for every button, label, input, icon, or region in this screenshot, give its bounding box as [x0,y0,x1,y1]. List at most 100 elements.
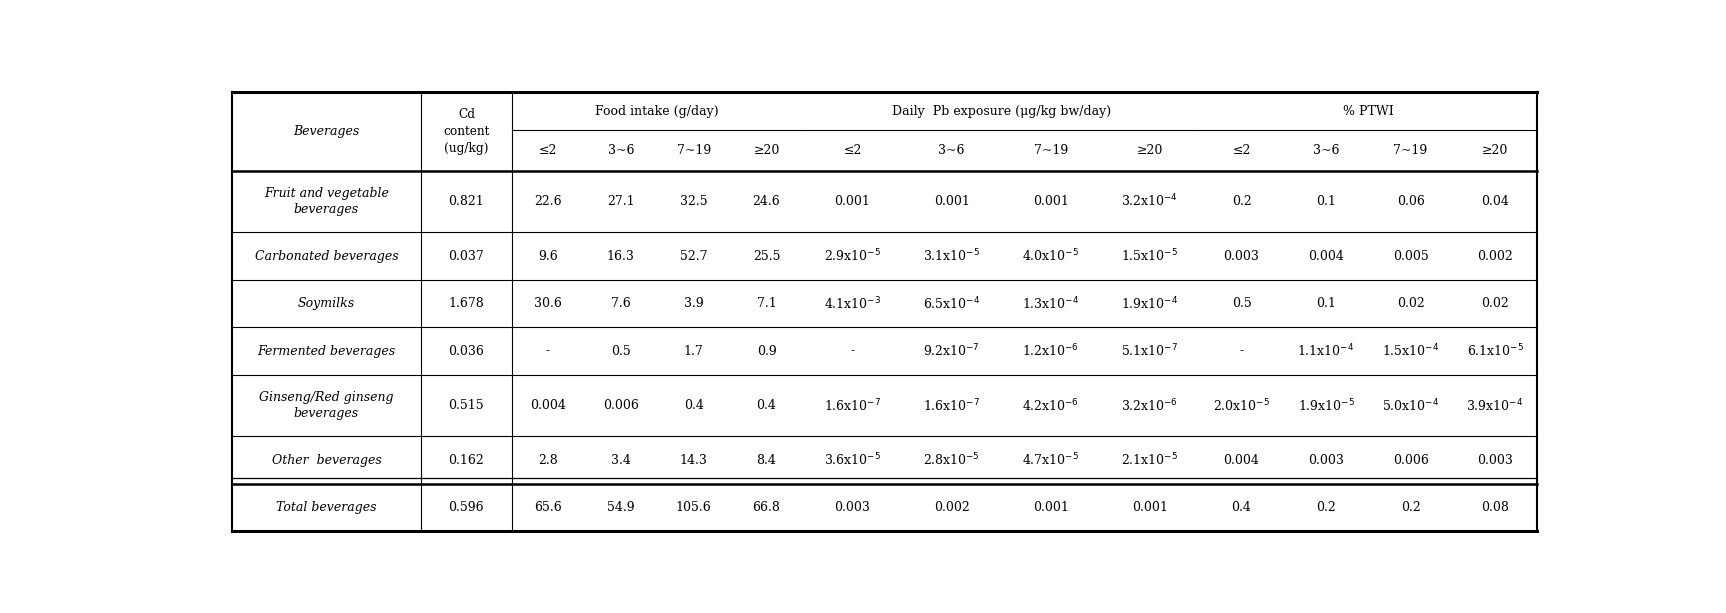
Text: 0.036: 0.036 [449,345,485,357]
Text: 2.0x10$^{-5}$: 2.0x10$^{-5}$ [1213,397,1270,414]
Text: 1.6x10$^{-7}$: 1.6x10$^{-7}$ [823,397,880,414]
Text: 105.6: 105.6 [677,501,711,514]
Text: 66.8: 66.8 [753,501,780,514]
Text: 0.037: 0.037 [449,249,485,262]
Text: ≥20: ≥20 [753,144,780,157]
Text: 3.9: 3.9 [683,297,704,310]
Text: 3.1x10$^{-5}$: 3.1x10$^{-5}$ [923,248,980,264]
Text: 3~6: 3~6 [1313,144,1339,157]
Text: 0.003: 0.003 [1224,249,1260,262]
Text: ≥20: ≥20 [1137,144,1163,157]
Text: 9.2x10$^{-7}$: 9.2x10$^{-7}$ [923,343,980,359]
Text: 65.6: 65.6 [533,501,563,514]
Text: 0.4: 0.4 [1232,501,1251,514]
Text: 1.7: 1.7 [683,345,704,357]
Text: 0.04: 0.04 [1481,195,1509,208]
Text: Carbonated beverages: Carbonated beverages [255,249,399,262]
Text: 3~6: 3~6 [939,144,965,157]
Text: 0.003: 0.003 [835,501,870,514]
Text: Other  beverages: Other beverages [271,454,381,466]
Text: 0.004: 0.004 [1308,249,1345,262]
Text: Food intake (g/day): Food intake (g/day) [595,105,720,118]
Text: 0.002: 0.002 [1477,249,1514,262]
Text: 2.1x10$^{-5}$: 2.1x10$^{-5}$ [1122,452,1179,468]
Text: -: - [851,345,854,357]
Text: 0.821: 0.821 [449,195,485,208]
Text: 1.9x10$^{-4}$: 1.9x10$^{-4}$ [1122,295,1179,312]
Text: Ginseng/Red ginseng
beverages: Ginseng/Red ginseng beverages [259,391,394,421]
Text: 0.02: 0.02 [1481,297,1509,310]
Text: 0.003: 0.003 [1477,454,1514,466]
Text: 6.1x10$^{-5}$: 6.1x10$^{-5}$ [1467,343,1524,359]
Text: 5.0x10$^{-4}$: 5.0x10$^{-4}$ [1383,397,1439,414]
Text: 54.9: 54.9 [608,501,635,514]
Text: 7~19: 7~19 [1393,144,1427,157]
Text: 0.1: 0.1 [1317,195,1336,208]
Text: 3~6: 3~6 [608,144,633,157]
Text: 1.5x10$^{-4}$: 1.5x10$^{-4}$ [1383,343,1439,359]
Text: 0.001: 0.001 [1032,195,1068,208]
Text: 25.5: 25.5 [753,249,780,262]
Text: 0.001: 0.001 [835,195,870,208]
Text: 0.2: 0.2 [1232,195,1251,208]
Text: 0.515: 0.515 [449,399,485,412]
Text: 0.06: 0.06 [1396,195,1424,208]
Text: 0.596: 0.596 [449,501,485,514]
Text: 0.5: 0.5 [1232,297,1251,310]
Text: 14.3: 14.3 [680,454,708,466]
Text: 0.003: 0.003 [1308,454,1345,466]
Text: 7.6: 7.6 [611,297,630,310]
Text: ≤2: ≤2 [539,144,557,157]
Text: 1.2x10$^{-6}$: 1.2x10$^{-6}$ [1022,343,1079,359]
Text: 7~19: 7~19 [677,144,711,157]
Text: ≤2: ≤2 [1232,144,1251,157]
Text: 0.002: 0.002 [934,501,970,514]
Text: 1.3x10$^{-4}$: 1.3x10$^{-4}$ [1022,295,1079,312]
Text: 7.1: 7.1 [756,297,777,310]
Text: 0.004: 0.004 [1224,454,1260,466]
Text: 1.678: 1.678 [449,297,485,310]
Text: Soymilks: Soymilks [299,297,356,310]
Text: 30.6: 30.6 [533,297,563,310]
Text: 5.1x10$^{-7}$: 5.1x10$^{-7}$ [1122,343,1179,359]
Text: % PTWI: % PTWI [1343,105,1393,118]
Text: Daily  Pb exposure (μg/kg bw/day): Daily Pb exposure (μg/kg bw/day) [892,105,1112,118]
Text: 4.2x10$^{-6}$: 4.2x10$^{-6}$ [1022,397,1079,414]
Text: 4.7x10$^{-5}$: 4.7x10$^{-5}$ [1022,452,1079,468]
Text: 0.02: 0.02 [1396,297,1424,310]
Text: 0.162: 0.162 [449,454,485,466]
Text: 0.4: 0.4 [683,399,704,412]
Text: 1.5x10$^{-5}$: 1.5x10$^{-5}$ [1122,248,1179,264]
Text: 0.001: 0.001 [1132,501,1169,514]
Text: 1.6x10$^{-7}$: 1.6x10$^{-7}$ [923,397,980,414]
Text: 1.9x10$^{-5}$: 1.9x10$^{-5}$ [1298,397,1355,414]
Text: -: - [545,345,551,357]
Text: 0.001: 0.001 [934,195,970,208]
Text: 2.8x10$^{-5}$: 2.8x10$^{-5}$ [923,452,980,468]
Text: 22.6: 22.6 [533,195,561,208]
Text: 0.2: 0.2 [1317,501,1336,514]
Text: 2.8: 2.8 [539,454,557,466]
Text: 27.1: 27.1 [608,195,635,208]
Text: 3.2x10$^{-6}$: 3.2x10$^{-6}$ [1122,397,1179,414]
Text: 3.9x10$^{-4}$: 3.9x10$^{-4}$ [1467,397,1524,414]
Text: 9.6: 9.6 [539,249,557,262]
Text: 0.2: 0.2 [1402,501,1420,514]
Text: 6.5x10$^{-4}$: 6.5x10$^{-4}$ [923,295,980,312]
Text: Fruit and vegetable
beverages: Fruit and vegetable beverages [264,187,388,216]
Text: ≤2: ≤2 [844,144,861,157]
Text: 0.006: 0.006 [1393,454,1429,466]
Text: 0.006: 0.006 [602,399,639,412]
Text: 0.005: 0.005 [1393,249,1429,262]
Text: 0.4: 0.4 [756,399,777,412]
Text: 4.0x10$^{-5}$: 4.0x10$^{-5}$ [1022,248,1079,264]
Text: 3.6x10$^{-5}$: 3.6x10$^{-5}$ [823,452,880,468]
Text: 3.4: 3.4 [611,454,630,466]
Text: ≥20: ≥20 [1483,144,1509,157]
Text: Cd
content
(ug/kg): Cd content (ug/kg) [444,108,490,155]
Text: -: - [1239,345,1244,357]
Text: 4.1x10$^{-3}$: 4.1x10$^{-3}$ [823,295,880,312]
Text: 16.3: 16.3 [608,249,635,262]
Text: 0.5: 0.5 [611,345,630,357]
Text: 7~19: 7~19 [1034,144,1068,157]
